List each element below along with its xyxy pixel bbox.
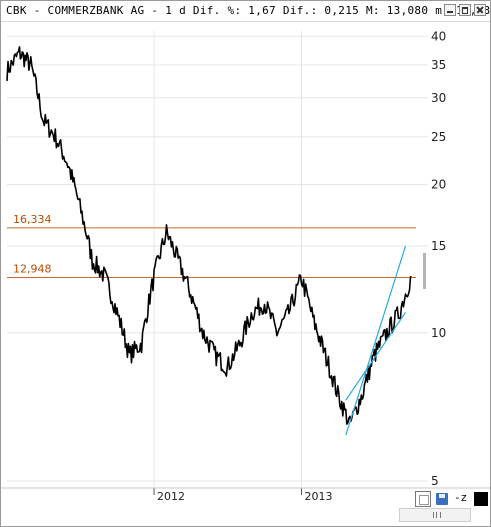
pin-icon[interactable] (453, 491, 469, 507)
close-icon[interactable] (474, 4, 486, 16)
horizontal-scrollbar[interactable] (399, 508, 471, 522)
trend-channel-line (345, 312, 407, 401)
y-tick-label: 35 (431, 58, 446, 72)
x-tick-label: 2013 (305, 490, 333, 503)
maximize-icon[interactable] (459, 4, 471, 16)
scroll-grip-icon[interactable] (433, 512, 441, 518)
y-tick-label: 25 (431, 130, 446, 144)
title-bar[interactable]: CBK - COMMERZBANK AG - 1 d Dif. %: 1,67 … (1, 1, 491, 22)
price-series-line (6, 46, 412, 425)
horizontal-level-label: 16,334 (13, 213, 52, 226)
y-tick-label: 5 (431, 474, 439, 488)
trend-channel-line (345, 245, 407, 436)
y-tick-label: 10 (431, 326, 446, 340)
y-tick-label: 30 (431, 91, 446, 105)
y-tick-label: 20 (431, 178, 446, 192)
horizontal-level-label: 12,948 (13, 263, 52, 276)
y-tick-label: 15 (431, 239, 446, 253)
save-icon[interactable] (434, 491, 450, 507)
grid-toggle-icon[interactable] (415, 491, 431, 507)
price-scale-handle[interactable] (423, 253, 426, 289)
y-tick-label: 40 (431, 29, 446, 43)
minimize-icon[interactable] (444, 4, 456, 16)
color-swatch-icon[interactable] (474, 492, 488, 506)
x-tick-label: 2012 (157, 490, 185, 503)
